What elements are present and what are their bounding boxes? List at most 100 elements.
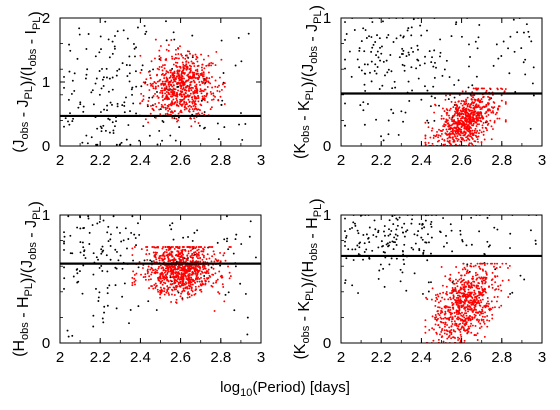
data-point <box>152 68 155 71</box>
data-point <box>132 43 135 45</box>
data-point <box>424 219 427 222</box>
data-point <box>222 254 225 257</box>
data-point <box>382 60 385 63</box>
data-point <box>435 66 437 69</box>
data-point <box>530 40 533 43</box>
data-point <box>464 290 466 293</box>
data-point <box>477 135 480 138</box>
data-point <box>450 325 453 328</box>
data-point <box>190 96 193 99</box>
data-point <box>348 50 351 53</box>
data-point <box>200 92 203 95</box>
data-point <box>405 55 408 58</box>
data-point <box>191 246 194 248</box>
data-point <box>167 269 169 272</box>
data-point <box>497 288 500 291</box>
data-point <box>164 282 167 285</box>
data-point <box>460 112 463 115</box>
data-point <box>469 103 472 106</box>
data-point <box>174 78 177 81</box>
data-point <box>513 50 516 53</box>
data-point <box>179 45 181 48</box>
data-point <box>444 316 447 319</box>
data-point <box>476 277 479 280</box>
data-point <box>473 108 476 111</box>
data-point <box>181 61 184 64</box>
data-point <box>107 225 110 228</box>
data-point <box>469 130 472 133</box>
data-point <box>509 35 512 38</box>
data-point <box>524 73 527 76</box>
data-point <box>416 234 419 237</box>
data-point <box>356 244 359 247</box>
data-point <box>475 75 478 78</box>
data-point <box>410 222 413 225</box>
data-point <box>181 298 184 301</box>
data-point <box>431 327 434 330</box>
data-point <box>188 86 191 89</box>
data-point <box>471 297 474 299</box>
data-point <box>520 47 523 50</box>
data-point <box>363 63 366 66</box>
data-point <box>175 64 178 67</box>
data-point <box>175 276 178 279</box>
data-point <box>194 120 196 123</box>
data-point <box>478 100 481 103</box>
data-point <box>177 253 180 256</box>
data-point <box>163 278 166 281</box>
data-point <box>363 72 366 75</box>
data-point <box>475 125 478 128</box>
data-point <box>194 96 197 99</box>
data-point <box>180 104 183 107</box>
data-point <box>181 246 184 248</box>
data-point <box>134 283 136 286</box>
data-point <box>424 134 427 137</box>
data-point <box>448 319 451 321</box>
data-point <box>480 285 483 288</box>
data-point <box>205 258 208 260</box>
data-point <box>135 272 138 275</box>
data-point <box>460 300 463 303</box>
x-tick-label: 3 <box>538 349 546 366</box>
data-point <box>165 39 168 42</box>
x-tick-label: 2.6 <box>451 152 472 169</box>
data-point <box>195 72 198 75</box>
data-point <box>106 231 109 234</box>
data-point <box>220 39 223 42</box>
data-point <box>488 286 490 288</box>
data-point <box>459 330 462 333</box>
data-point <box>192 254 195 257</box>
data-point <box>188 94 191 97</box>
data-point <box>388 263 391 266</box>
data-point <box>401 226 403 229</box>
data-point <box>97 300 100 302</box>
data-point <box>454 323 456 326</box>
data-point <box>479 304 482 307</box>
data-point <box>491 278 494 281</box>
data-point <box>466 96 469 99</box>
data-point <box>176 120 178 123</box>
data-point <box>174 271 177 273</box>
data-point <box>209 82 212 85</box>
data-point <box>364 89 367 92</box>
data-point <box>199 260 202 263</box>
data-point <box>216 241 219 244</box>
data-point <box>174 258 177 261</box>
data-point <box>444 275 447 278</box>
data-point <box>170 104 173 107</box>
data-point <box>194 100 197 103</box>
data-point <box>402 250 404 253</box>
data-point <box>179 259 182 262</box>
data-point <box>166 95 169 98</box>
data-point <box>161 283 164 286</box>
data-point <box>98 93 101 96</box>
data-point <box>483 335 486 338</box>
series-1 <box>424 262 511 343</box>
data-point <box>347 248 350 251</box>
data-point <box>478 319 481 322</box>
data-point <box>171 116 174 119</box>
data-point <box>344 102 346 105</box>
y-tick-label: 2 <box>42 10 50 27</box>
data-point <box>207 81 210 84</box>
data-point <box>496 87 499 90</box>
